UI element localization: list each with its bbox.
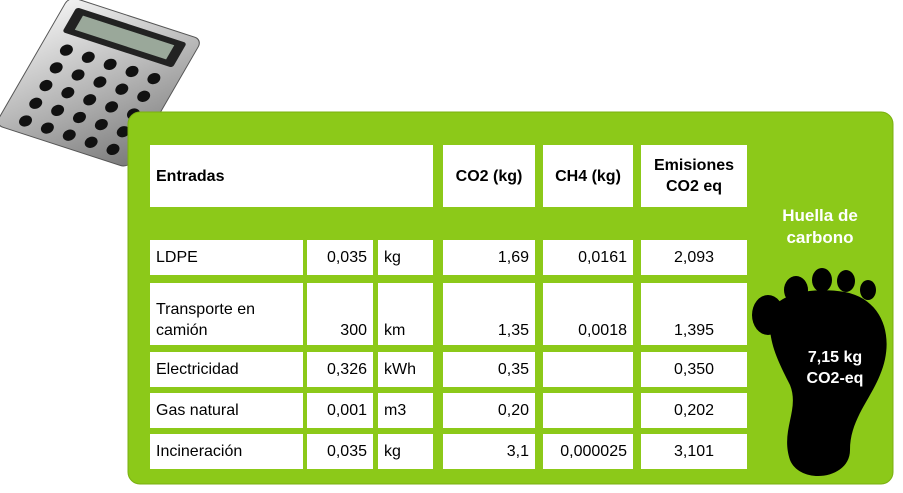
table-cell: 0,0018	[543, 283, 633, 345]
cell-text: 0,326	[326, 361, 367, 378]
cell-text: 1,395	[673, 322, 715, 339]
cell-text: Transporte en camión	[156, 301, 256, 339]
table-cell: kWh	[378, 352, 433, 387]
table-cell: 1,69	[443, 240, 535, 275]
table-cell: 0,0161	[543, 240, 633, 275]
header-column: Emisiones CO2 eq	[641, 145, 747, 207]
cell-text: 0,35	[497, 361, 529, 378]
table-cell: 0,202	[641, 393, 747, 428]
cell-text: 0,001	[326, 402, 367, 419]
row-label: Gas natural	[150, 393, 303, 428]
cell-text: 0,000025	[560, 443, 627, 460]
cell-text: 0,350	[673, 361, 715, 378]
table-cell: km	[378, 283, 433, 345]
header-column: CH4 (kg)	[543, 145, 633, 207]
table-cell: 1,35	[443, 283, 535, 345]
table-cell: 0,35	[443, 352, 535, 387]
header-column: CO2 (kg)	[443, 145, 535, 207]
table-cell: m3	[378, 393, 433, 428]
cell-text: Gas natural	[156, 402, 239, 419]
table-cell: 2,093	[641, 240, 747, 275]
cell-text: kg	[384, 443, 401, 460]
footprint	[752, 268, 887, 477]
row-label: LDPE	[150, 240, 303, 275]
cell-text: 0,035	[326, 249, 367, 266]
table-cell: 0,000025	[543, 434, 633, 469]
cell-text: 0,202	[673, 402, 715, 419]
table-cell: 0,035	[307, 240, 373, 275]
table-cell	[543, 352, 633, 387]
row-label: Incineración	[150, 434, 303, 469]
table-cell: 0,20	[443, 393, 535, 428]
cell-text: LDPE	[156, 249, 198, 266]
cell-text: m3	[384, 402, 407, 419]
table-cell: 0,035	[307, 434, 373, 469]
cell-text: Electricidad	[156, 361, 239, 378]
cell-text: km	[384, 322, 406, 339]
cell-text: 0,035	[326, 443, 367, 460]
cell-text: 1,69	[497, 249, 529, 266]
cell-text: CH4 (kg)	[555, 167, 621, 185]
table-cell: 0,350	[641, 352, 747, 387]
cell-text: Entradas	[156, 167, 225, 185]
cell-text: 0,0018	[578, 322, 627, 339]
cell-text: 3,1	[506, 443, 529, 460]
table-cell: 3,1	[443, 434, 535, 469]
table-cell	[543, 393, 633, 428]
cell-text: 0,20	[497, 402, 529, 419]
cell-text: 3,101	[673, 443, 715, 460]
cell-text: Emisiones CO2 eq	[653, 157, 735, 195]
cell-text: 0,0161	[578, 249, 627, 266]
table-cell: kg	[378, 434, 433, 469]
table-cell: 1,395	[641, 283, 747, 345]
cell-text: CO2 (kg)	[455, 167, 523, 185]
cell-text: Incineración	[156, 443, 243, 460]
row-label: Electricidad	[150, 352, 303, 387]
cell-text: kg	[384, 249, 401, 266]
table-cell: kg	[378, 240, 433, 275]
side-label: Huella de carbono	[782, 206, 858, 247]
table-cell: 0,326	[307, 352, 373, 387]
table-cell: 3,101	[641, 434, 747, 469]
cell-text: kWh	[384, 361, 416, 378]
cell-text: 2,093	[673, 249, 715, 266]
total: 7,15 kg CO2-eq	[806, 349, 864, 387]
cell-text: 1,35	[497, 322, 529, 339]
table-cell: 300	[307, 283, 373, 345]
row-label: Transporte en camión	[150, 283, 303, 345]
header-title: Entradas	[150, 145, 433, 207]
table-cell: 0,001	[307, 393, 373, 428]
cell-text: 300	[340, 322, 367, 339]
